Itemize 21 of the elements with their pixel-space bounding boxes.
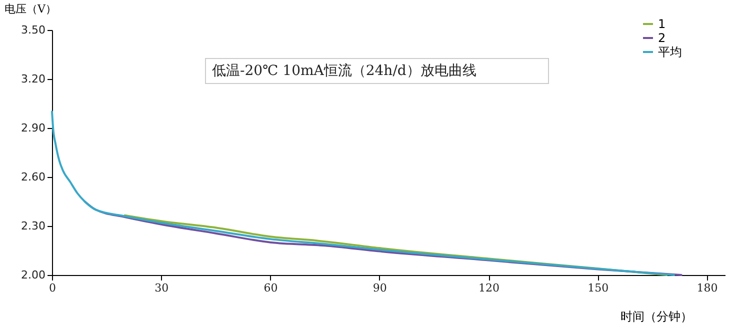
x-tick-label: 90 xyxy=(372,282,387,294)
y-axis-title: 电压（V） xyxy=(4,2,56,16)
x-tick-label: 150 xyxy=(588,282,609,294)
y-tick-label: 2.90 xyxy=(21,122,46,134)
line-series xyxy=(51,110,676,276)
legend-label: 1 xyxy=(658,17,666,31)
x-tick-label: 180 xyxy=(696,282,718,294)
y-tick-label: 2.30 xyxy=(21,220,46,232)
x-tick-label: 60 xyxy=(264,282,278,294)
legend-label: 2 xyxy=(658,31,666,45)
y-tick-label: 3.50 xyxy=(21,24,46,36)
x-axis-title: 时间（分钟） xyxy=(620,310,692,324)
y-tick-label: 2.60 xyxy=(21,170,46,184)
legend-label: 平均 xyxy=(658,45,682,59)
line-series xyxy=(124,214,668,276)
y-tick-label: 2.00 xyxy=(21,268,46,282)
x-tick-label: 120 xyxy=(478,282,500,294)
text: 低温-20℃ 10mA恒流（24h/d）放电曲线 xyxy=(205,58,549,84)
x-tick-label: 30 xyxy=(154,282,169,294)
y-tick-label: 3.20 xyxy=(21,72,46,86)
x-tick-label: 0 xyxy=(49,282,56,294)
